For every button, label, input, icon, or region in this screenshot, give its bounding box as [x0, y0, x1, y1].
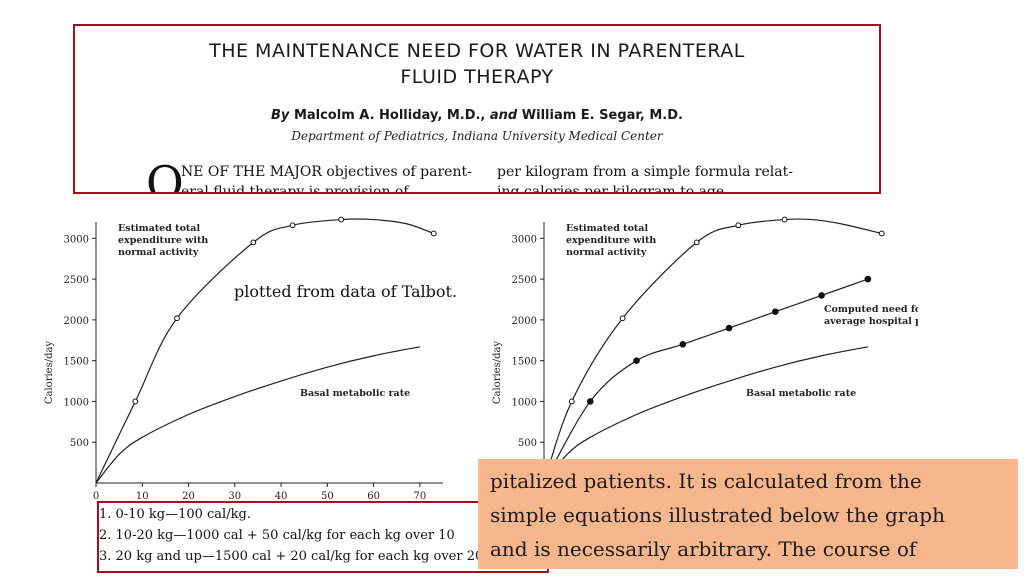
- x-tick-label: 30: [228, 491, 241, 502]
- series-label: Estimated total: [118, 223, 200, 234]
- excerpt-line-1: pitalized patients. It is calculated fro…: [490, 469, 922, 493]
- formula-3: 3. 20 kg and up—1500 cal + 20 cal/kg for…: [99, 549, 484, 564]
- body-left-line1: NE OF THE MAJOR objectives of parent-: [181, 164, 472, 180]
- excerpt-line-2: simple equations illustrated below the g…: [490, 503, 945, 527]
- y-tick-label: 2000: [512, 316, 537, 327]
- series-label: expenditure with: [118, 235, 208, 246]
- data-point: [338, 216, 345, 223]
- series-line: [95, 346, 420, 484]
- data-point: [568, 398, 575, 405]
- data-point: [250, 239, 257, 246]
- data-point: [174, 315, 180, 322]
- series-label: Basal metabolic rate: [746, 388, 856, 399]
- series-label: Computed need for: [824, 304, 918, 315]
- y-tick-label: 2500: [64, 275, 89, 286]
- paper-authors: By Malcolm A. Holliday, M.D., and Willia…: [75, 108, 879, 123]
- series-line: [543, 278, 869, 484]
- y-axis-label: Calories/day: [44, 341, 55, 405]
- data-point: [633, 357, 640, 364]
- y-axis-label: Calories/day: [492, 341, 503, 405]
- body-right-line1: per kilogram from a simple formula relat…: [497, 164, 793, 180]
- y-tick-label: 1500: [64, 357, 89, 368]
- body-left-line1-rest: objectives of parent-: [326, 164, 472, 180]
- x-tick-label: 50: [321, 491, 334, 502]
- y-tick-label: 2500: [512, 275, 537, 286]
- series-line: [543, 346, 868, 484]
- author-1: Malcolm A. Holliday, M.D.,: [293, 108, 486, 123]
- y-tick-label: 1500: [512, 357, 537, 368]
- left-chart: 500 1000 1500 2000 2500 3000 0 10 20 30 40 50 60 70 Ca…: [30, 205, 470, 509]
- y-tick-label: 3000: [64, 234, 89, 245]
- data-point: [818, 292, 825, 299]
- series-line: [543, 218, 882, 484]
- series-label: normal activity: [566, 247, 647, 258]
- data-point: [693, 239, 700, 246]
- left-chart-svg: 500 1000 1500 2000 2500 3000 0 10 20 30 40 50 60 70 Ca…: [44, 216, 443, 502]
- authors-by: By: [271, 108, 290, 123]
- body-right-line2: ing calories per kilogram to age.: [497, 184, 729, 194]
- y-tick-label: 1000: [512, 397, 537, 408]
- data-point: [289, 222, 296, 229]
- y-tick-label: 2000: [64, 316, 89, 327]
- data-point: [735, 222, 742, 229]
- paper-title-line2: FLUID THERAPY: [400, 66, 554, 88]
- excerpt-line-3: and is necessarily arbitrary. The course…: [490, 537, 917, 561]
- x-tick-label: 70: [413, 491, 426, 502]
- formula-2: 2. 10-20 kg—1000 cal + 50 cal/kg for eac…: [99, 528, 455, 543]
- series-label: average hospital patient: [824, 316, 918, 327]
- data-point: [781, 216, 788, 223]
- right-chart-svg: 500 1000 1500 2000 2500 3000 Calories/day Estim…: [492, 216, 954, 484]
- y-tick-label: 1000: [64, 397, 89, 408]
- x-tick-label: 10: [136, 491, 149, 502]
- talbot-annotation: plotted from data of Talbot.: [232, 282, 460, 301]
- series-line: [95, 218, 434, 484]
- data-point: [619, 315, 626, 322]
- right-chart: 500 1000 1500 2000 2500 3000 Calories/day Estim…: [478, 205, 954, 484]
- x-tick-label: 0: [93, 491, 99, 502]
- data-point: [864, 275, 872, 283]
- formula-box: 1. 0-10 kg—100 cal/kg. 2. 10-20 kg—1000 …: [97, 501, 549, 573]
- body-left-line2: eral fluid therapy is provision of: [181, 184, 409, 194]
- series-label: Estimated total: [566, 223, 648, 234]
- data-point: [430, 230, 437, 237]
- series-label: Basal metabolic rate: [300, 388, 410, 399]
- author-2: William E. Segar, M.D.: [521, 108, 683, 123]
- formula-1: 1. 0-10 kg—100 cal/kg.: [99, 507, 251, 522]
- series-label: expenditure with: [566, 235, 656, 246]
- data-point: [132, 398, 139, 405]
- small-caps-lead: NE OF THE MAJOR: [181, 164, 322, 180]
- paper-department: Department of Pediatrics, Indiana Univer…: [291, 129, 663, 143]
- paper-header-box: THE MAINTENANCE NEED FOR WATER IN PARENT…: [73, 24, 881, 194]
- x-tick-label: 40: [275, 491, 288, 502]
- x-tick-label: 60: [367, 491, 380, 502]
- series-label: normal activity: [118, 247, 199, 258]
- y-tick-label: 500: [70, 438, 89, 449]
- data-point: [725, 324, 733, 332]
- drop-cap: O: [146, 156, 184, 194]
- highlighted-excerpt: pitalized patients. It is calculated fro…: [478, 459, 1018, 569]
- x-tick-label: 20: [182, 491, 195, 502]
- data-point: [878, 230, 885, 237]
- data-point: [586, 398, 594, 405]
- paper-title-line1: THE MAINTENANCE NEED FOR WATER IN PARENT…: [209, 40, 745, 62]
- data-point: [679, 341, 687, 348]
- y-tick-label: 3000: [512, 234, 537, 245]
- y-tick-label: 500: [518, 438, 537, 449]
- data-point: [772, 308, 779, 316]
- authors-and: and: [489, 108, 518, 123]
